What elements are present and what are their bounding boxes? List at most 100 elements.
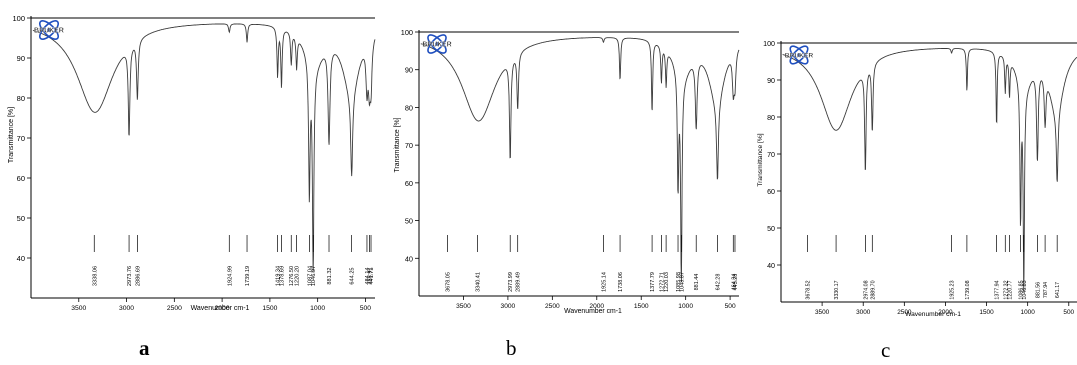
spectrum-trace (782, 48, 1077, 292)
y-tick-label: 80 (405, 103, 413, 112)
peak-label: 2889.70 (870, 280, 876, 299)
peak-label: 881.44 (694, 274, 700, 291)
logo-orbit (38, 19, 60, 41)
x-tick-label: 3500 (815, 309, 830, 316)
peak-label: 445.28 (733, 274, 739, 291)
peak-label: 1377.79 (650, 272, 656, 292)
peak-label: 1046.83 (1022, 280, 1028, 299)
peak-label: 644.25 (350, 267, 356, 284)
logo-orbit (38, 19, 60, 41)
logo-orbit (789, 45, 809, 65)
peak-label: 1272.32 (1003, 280, 1009, 299)
y-tick-label: 50 (767, 225, 775, 233)
peak-label: 1048.87 (679, 272, 685, 292)
bruker-logo-text: BRUKER (422, 42, 451, 49)
peak-label: 1419.34 (276, 266, 282, 286)
y-tick-label: 60 (405, 179, 413, 188)
y-tick-label: 90 (767, 77, 775, 85)
y-tick-label: 40 (405, 254, 413, 263)
logo-orbit (427, 34, 447, 54)
peak-label: 641.17 (1055, 282, 1061, 298)
logo-core (435, 42, 439, 46)
peak-label: 484.14 (365, 267, 371, 284)
x-tick-label: 3000 (501, 303, 516, 310)
y-tick-label: 100 (763, 40, 775, 48)
x-axis-label: Wavenumber cm-1 (191, 305, 250, 312)
peak-label: 1925.14 (601, 272, 607, 292)
peak-label: 458.91 (367, 267, 373, 284)
x-tick-label: 2500 (545, 303, 560, 310)
y-tick-label: 40 (17, 254, 25, 263)
x-tick-label: 1000 (1021, 309, 1036, 316)
peak-label: 3340.41 (476, 272, 482, 292)
peak-label: 1046.97 (311, 266, 317, 286)
spectrum-panel-a: 40 50 60 70 80 90 100 3500 3000 2500 2000 1500 1000 5… (8, 14, 376, 312)
peak-label: 1739.08 (965, 280, 971, 299)
y-tick-label: 60 (767, 188, 775, 196)
caption-a: a (139, 336, 150, 360)
x-tick-label: 2500 (167, 305, 182, 312)
x-tick-label: 2500 (897, 309, 912, 316)
y-tick-label: 100 (401, 28, 413, 37)
y-tick-label: 60 (17, 174, 25, 183)
x-tick-label: 500 (360, 305, 372, 312)
x-tick-label: 2000 (215, 305, 230, 312)
peak-label: 1378.69 (279, 266, 285, 286)
caption-c: c (881, 338, 891, 362)
logo-core (797, 53, 801, 57)
spectrum-panel-b: 40 50 60 70 80 90 100 3500 3000 2500 2000 1500 1000 5… (394, 28, 740, 315)
x-tick-label: 3500 (456, 303, 471, 310)
peak-label: 1377.94 (995, 280, 1001, 299)
y-tick-label: 70 (17, 134, 25, 143)
y-tick-label: 90 (17, 54, 25, 63)
y-tick-label: 50 (17, 214, 25, 223)
peak-label: 2973.99 (508, 272, 514, 292)
y-axis-label: Transmittance [%] (757, 133, 764, 186)
bruker-logo-text: BRUKER (34, 28, 64, 35)
y-tick-label: 80 (17, 94, 25, 103)
y-axis-label: Transmittance [%] (394, 117, 401, 172)
peak-label: 1087.04 (307, 266, 313, 286)
y-tick-label: 70 (405, 141, 413, 150)
logo-orbit (789, 45, 809, 65)
x-tick-label: 1500 (979, 309, 994, 316)
bruker-atom-logo-icon (427, 34, 447, 54)
peak-label: 1085.98 (676, 272, 682, 292)
y-tick-label: 40 (767, 262, 775, 270)
x-tick-label: 2000 (938, 309, 953, 316)
spectrum-trace (32, 23, 376, 273)
x-tick-label: 3000 (119, 305, 134, 312)
y-tick-label: 70 (767, 151, 775, 159)
logo-orbit (427, 34, 447, 54)
x-tick-label: 3000 (856, 309, 871, 316)
bruker-atom-logo-icon (38, 19, 60, 41)
peak-label: 1925.23 (950, 280, 956, 299)
logo-core (47, 28, 51, 32)
peak-label: 642.28 (715, 274, 721, 291)
x-axis-label: Wavenumber cm-1 (905, 311, 961, 318)
x-tick-label: 2000 (589, 303, 604, 310)
peak-label: 464.34 (731, 274, 737, 291)
peak-label: 2889.49 (516, 272, 522, 292)
peak-label: 1276.50 (289, 266, 295, 286)
spectrum-trace (420, 37, 740, 283)
peak-label: 1220.20 (295, 266, 301, 286)
peak-label: 3678.05 (446, 272, 452, 292)
peak-label: 2973.76 (127, 266, 133, 286)
peak-label: 881.56 (1035, 282, 1041, 298)
peak-label: 881.32 (327, 267, 333, 284)
x-tick-label: 500 (725, 303, 736, 310)
x-tick-label: 1500 (634, 303, 649, 310)
x-tick-label: 1000 (678, 303, 693, 310)
y-tick-label: 100 (12, 14, 25, 23)
peak-label: 1739.19 (245, 266, 251, 286)
x-tick-label: 1500 (262, 305, 277, 312)
bruker-atom-logo-icon (789, 45, 809, 65)
y-axis-label: Transmittance [%] (8, 107, 15, 163)
peak-label: 1220.03 (664, 272, 670, 292)
peak-label: 1220.77 (1008, 280, 1014, 299)
x-tick-label: 1000 (310, 305, 325, 312)
peak-label: 3678.52 (805, 280, 811, 299)
x-tick-label: 3500 (71, 305, 86, 312)
